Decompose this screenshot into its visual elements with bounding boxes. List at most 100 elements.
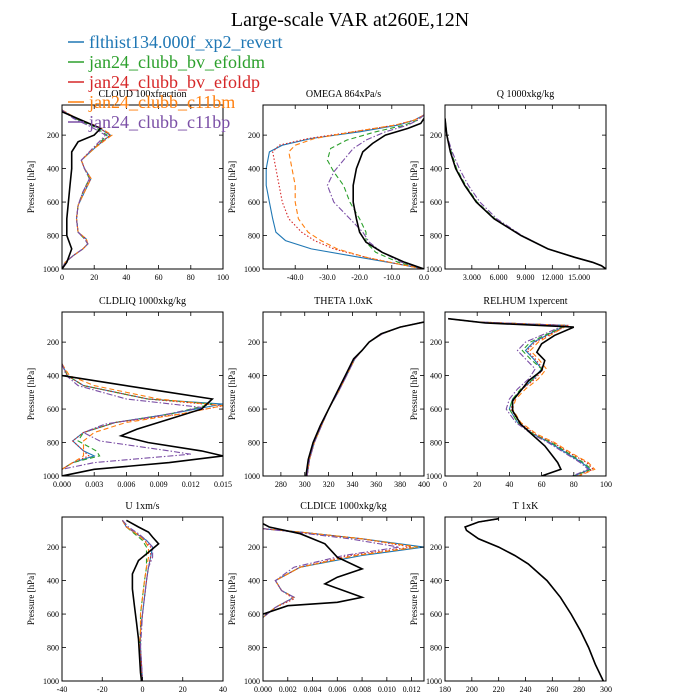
x-tick-label: -20 bbox=[97, 685, 108, 694]
y-tick-label: 400 bbox=[430, 577, 442, 586]
y-tick-label: 800 bbox=[430, 439, 442, 448]
y-tick-label: 600 bbox=[248, 198, 260, 207]
y-tick-label: 1000 bbox=[244, 472, 260, 481]
y-axis-label: Pressure [hPa] bbox=[227, 573, 237, 625]
panel-title: Q 1000xkg/kg bbox=[497, 89, 555, 100]
figure-title: Large-scale VAR at260E,12N bbox=[231, 9, 469, 31]
series-line-efoldp bbox=[272, 114, 424, 269]
plot-frame bbox=[262, 104, 425, 270]
plot-frame bbox=[61, 311, 224, 477]
legend-label: jan24_clubb_c11bm bbox=[88, 92, 235, 112]
y-tick-label: 600 bbox=[430, 610, 442, 619]
series-line-c11bm bbox=[62, 109, 113, 269]
panel-title: THETA 1.0xK bbox=[314, 296, 373, 307]
x-tick-label: 0.0 bbox=[419, 273, 429, 282]
series-line-obs bbox=[464, 517, 605, 681]
legend-item: jan24_clubb_c11bp bbox=[68, 112, 230, 132]
panel-5: 280 300 320 340 360 380 400 200 400 600 800 1000 Pre… bbox=[227, 296, 430, 489]
series-line-c11bm bbox=[448, 318, 596, 476]
series-line-flthist bbox=[445, 118, 606, 269]
x-tick-label: 60 bbox=[538, 480, 546, 489]
y-tick-label: 800 bbox=[430, 644, 442, 653]
x-tick-label: 0.012 bbox=[182, 480, 200, 489]
legend-label: flthist134.000f_xp2_revert bbox=[89, 32, 282, 52]
y-tick-label: 800 bbox=[47, 439, 59, 448]
x-tick-label: 20 bbox=[179, 685, 187, 694]
y-axis-label: Pressure [hPa] bbox=[409, 161, 419, 213]
y-axis-label: Pressure [hPa] bbox=[26, 161, 36, 213]
panel-title: CLDICE 1000xkg/kg bbox=[300, 501, 386, 512]
series-group bbox=[265, 114, 424, 269]
y-tick-label: 600 bbox=[430, 405, 442, 414]
legend-label: jan24_clubb_bv_efoldp bbox=[88, 72, 260, 92]
y-tick-label: 200 bbox=[248, 543, 260, 552]
legend-item: jan24_clubb_c11bm bbox=[68, 92, 235, 112]
y-tick-label: 1000 bbox=[426, 677, 442, 686]
panel-title: RELHUM 1xpercent bbox=[483, 296, 567, 307]
y-tick-label: 1000 bbox=[244, 265, 260, 274]
x-tick-label: 0.010 bbox=[378, 685, 396, 694]
series-line-obs bbox=[352, 117, 424, 269]
series-line-efoldp bbox=[62, 363, 223, 470]
panel-title: OMEGA 864xPa/s bbox=[306, 89, 381, 100]
series-line-obs bbox=[62, 110, 102, 269]
series-line-efoldp bbox=[445, 118, 606, 269]
series-line-efoldm bbox=[62, 363, 213, 470]
x-tick-label: 200 bbox=[466, 685, 478, 694]
series-line-c11bm bbox=[121, 520, 150, 681]
y-axis-label: Pressure [hPa] bbox=[409, 573, 419, 625]
y-tick-label: 800 bbox=[47, 644, 59, 653]
x-tick-label: 220 bbox=[493, 685, 505, 694]
x-tick-label: 180 bbox=[439, 685, 451, 694]
panel-title: U 1xm/s bbox=[125, 501, 159, 512]
x-tick-label: 0 bbox=[443, 480, 447, 489]
x-tick-label: 3.000 bbox=[463, 273, 481, 282]
y-tick-label: 400 bbox=[430, 372, 442, 381]
y-tick-label: 600 bbox=[248, 610, 260, 619]
x-tick-label: 9.000 bbox=[517, 273, 535, 282]
series-line-efoldp bbox=[464, 518, 604, 681]
x-tick-label: 0.003 bbox=[85, 480, 103, 489]
series-line-c11bm bbox=[445, 118, 606, 269]
x-tick-label: 260 bbox=[546, 685, 558, 694]
y-tick-label: 400 bbox=[430, 165, 442, 174]
series-group bbox=[305, 321, 424, 476]
y-tick-label: 200 bbox=[430, 338, 442, 347]
y-tick-label: 800 bbox=[430, 232, 442, 241]
x-tick-label: 0.008 bbox=[353, 685, 371, 694]
x-tick-label: 0.012 bbox=[403, 685, 421, 694]
y-axis-label: Pressure [hPa] bbox=[26, 368, 36, 420]
series-line-c11bp bbox=[263, 528, 400, 618]
x-tick-label: 300 bbox=[600, 685, 612, 694]
y-axis-label: Pressure [hPa] bbox=[26, 573, 36, 625]
panel-2: -40.0 -30.0 -20.0 -10.0 0.0 200 400 600 800 1000 P… bbox=[227, 89, 429, 282]
legend: flthist134.000f_xp2_revert jan24_clubb_bv… bbox=[68, 32, 282, 132]
x-tick-label: 20 bbox=[90, 273, 98, 282]
x-tick-label: 0.009 bbox=[150, 480, 168, 489]
legend-item: flthist134.000f_xp2_revert bbox=[68, 32, 282, 52]
y-tick-label: 600 bbox=[430, 198, 442, 207]
y-tick-label: 1000 bbox=[426, 472, 442, 481]
series-line-c11bp bbox=[445, 118, 606, 269]
x-tick-label: 0 bbox=[60, 273, 64, 282]
panel-8: 0.000 0.002 0.004 0.006 0.008 0.010 0.012 200 40… bbox=[227, 501, 425, 694]
y-tick-label: 200 bbox=[47, 131, 59, 140]
y-tick-label: 200 bbox=[248, 338, 260, 347]
panel-7: -40 -20 0 20 40 200 400 600 800 1000 Pressure [hPa… bbox=[26, 501, 227, 694]
series-line-flthist bbox=[265, 114, 424, 269]
legend-item: jan24_clubb_bv_efoldp bbox=[68, 72, 260, 92]
y-tick-label: 400 bbox=[248, 372, 260, 381]
series-line-obs bbox=[263, 522, 366, 615]
plot-frame bbox=[262, 311, 425, 477]
x-tick-label: 280 bbox=[275, 480, 287, 489]
x-tick-label: -10.0 bbox=[383, 273, 400, 282]
panel-9: 180 200 220 240 260 280 300 200 400 600 800 1000 Pre… bbox=[409, 501, 612, 694]
series-line-flthist bbox=[263, 528, 424, 618]
x-tick-label: 80 bbox=[187, 273, 195, 282]
x-tick-label: 15.000 bbox=[568, 273, 590, 282]
x-tick-label: 380 bbox=[394, 480, 406, 489]
series-line-c11bp bbox=[448, 318, 590, 476]
x-tick-label: 0.006 bbox=[328, 685, 346, 694]
y-tick-label: 600 bbox=[47, 405, 59, 414]
legend-label: jan24_clubb_c11bp bbox=[88, 112, 230, 132]
